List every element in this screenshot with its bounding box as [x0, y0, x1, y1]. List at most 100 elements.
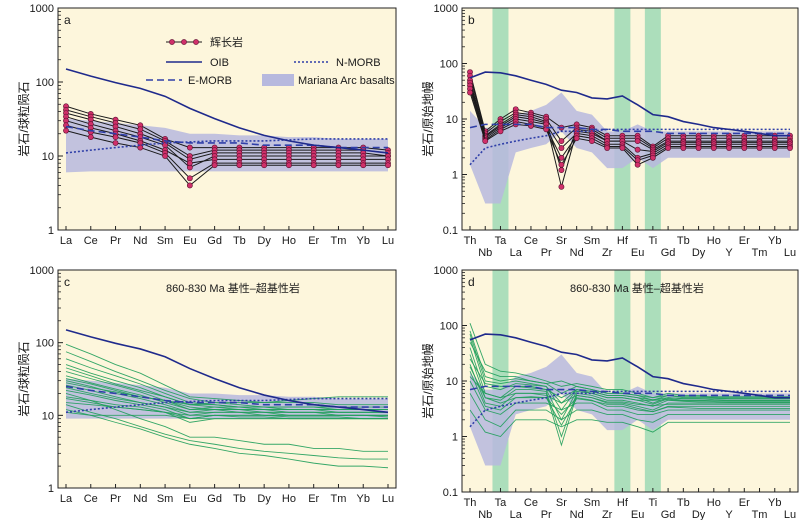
x-tick-label: Ta — [495, 497, 508, 509]
x-tick-label: Tm — [331, 235, 347, 247]
y-tick-label: 1 — [48, 483, 54, 495]
x-tick-label: Yb — [356, 235, 369, 247]
legend-arc-label: Mariana Arc basalts — [298, 75, 395, 87]
sample-point — [710, 145, 717, 151]
sample-series-6 — [65, 124, 388, 179]
sample-point — [482, 138, 489, 144]
x-tick-label: Nb — [478, 509, 492, 520]
sample-series-2 — [65, 109, 389, 157]
panel-plot-area — [467, 8, 793, 230]
x-tick-label: Ce — [84, 493, 98, 505]
sample-series-1 — [65, 343, 388, 406]
x-tick-label: Tb — [233, 235, 246, 247]
x-tick-label: Pr — [541, 247, 552, 259]
sample-point — [680, 145, 687, 151]
sample-point — [261, 162, 268, 169]
nmorb-line — [65, 397, 388, 414]
x-tick-label: Ho — [707, 497, 721, 509]
x-tick-label: Nd — [570, 247, 584, 259]
x-tick-label: Ce — [84, 235, 98, 247]
x-tick-label: Lu — [382, 493, 394, 505]
legend-nmorb-label: N-MORB — [336, 57, 381, 69]
sample-point — [741, 145, 748, 151]
sample-series-15 — [65, 382, 388, 406]
y-tick-label: 10 — [446, 376, 458, 388]
x-tick-label: Nd — [133, 235, 147, 247]
y-tick-label: 1000 — [30, 265, 54, 277]
sample-series-3 — [469, 80, 790, 172]
x-tick-label: Dy — [692, 509, 706, 520]
x-tick-label: Nb — [478, 247, 492, 259]
x-tick-label: Ce — [524, 235, 538, 247]
x-tick-label: Y — [725, 509, 733, 520]
x-tick-label: Ho — [282, 235, 296, 247]
highlight-band-hf — [614, 270, 631, 492]
x-tick-label: Pr — [541, 509, 552, 520]
x-tick-label: Th — [464, 235, 477, 247]
sample-point — [467, 89, 473, 96]
sample-point — [558, 138, 565, 144]
sample-series-5 — [469, 354, 790, 438]
sample-series-4 — [65, 116, 388, 169]
sample-series-11 — [469, 341, 790, 399]
sample-point — [335, 162, 342, 169]
nmorb-line — [65, 138, 388, 154]
x-tick-label: Yb — [356, 493, 369, 505]
sample-point — [604, 145, 611, 151]
sample-series-2 — [469, 75, 790, 149]
sample-series-13 — [65, 404, 388, 460]
sample-point — [497, 128, 504, 135]
x-tick-label: Zr — [602, 509, 613, 520]
x-tick-label: Er — [308, 235, 319, 247]
legend-sample-marker — [193, 39, 199, 45]
sample-point — [137, 144, 144, 151]
sample-series-7 — [469, 371, 790, 416]
panel-letter: c — [64, 275, 70, 289]
oib-line — [469, 333, 790, 399]
panel-plot-area — [65, 329, 389, 469]
x-tick-label: Ti — [648, 497, 657, 509]
sample-point — [87, 134, 94, 141]
panel-title: 860-830 Ma 基性–超基性岩 — [166, 281, 300, 295]
x-tick-label: Lu — [784, 509, 796, 520]
nmorb-line — [469, 128, 790, 166]
sample-series-19 — [65, 398, 388, 416]
panel-letter: b — [468, 13, 475, 27]
sample-point — [186, 175, 193, 182]
sample-series-15 — [469, 366, 790, 427]
sample-point — [771, 145, 778, 151]
x-tick-label: Sm — [157, 235, 174, 247]
sample-point — [186, 160, 193, 167]
x-tick-label: Tm — [752, 247, 768, 259]
x-tick-label: Th — [464, 497, 477, 509]
sample-point — [558, 167, 565, 174]
x-tick-label: Sr — [556, 235, 567, 247]
x-tick-label: Gd — [207, 235, 222, 247]
sample-point — [186, 182, 193, 189]
sample-point — [286, 162, 292, 169]
panel-plot-area — [469, 270, 790, 492]
y-axis-label: 岩石/原始地幔 — [420, 81, 435, 156]
x-tick-label: Lu — [382, 235, 394, 247]
panel-c: 1 10 100 1000 La Ce Pr Nd Sm Eu Gd Tb Dy Ho Er Tm Yb Lu 岩石… — [16, 265, 397, 505]
sample-series-9 — [469, 393, 790, 428]
x-tick-label: Tm — [331, 493, 347, 505]
sample-point — [695, 145, 702, 151]
y-tick-label: 10 — [446, 114, 458, 126]
y-tick-label: 100 — [36, 338, 54, 350]
x-tick-label: Er — [308, 493, 319, 505]
x-tick-label: Dy — [692, 247, 706, 259]
y-tick-label: 10 — [42, 410, 54, 422]
legend-sample-label: 辉长岩 — [210, 35, 243, 49]
x-tick-label: Sr — [556, 497, 567, 509]
sample-point — [634, 138, 641, 144]
sample-series-14 — [65, 409, 389, 469]
sample-series-10 — [469, 409, 790, 438]
sample-point — [360, 162, 367, 169]
x-tick-label: Er — [739, 235, 750, 247]
x-tick-label: Pr — [110, 493, 121, 505]
sample-series-12 — [65, 393, 388, 452]
sample-point — [619, 145, 626, 151]
